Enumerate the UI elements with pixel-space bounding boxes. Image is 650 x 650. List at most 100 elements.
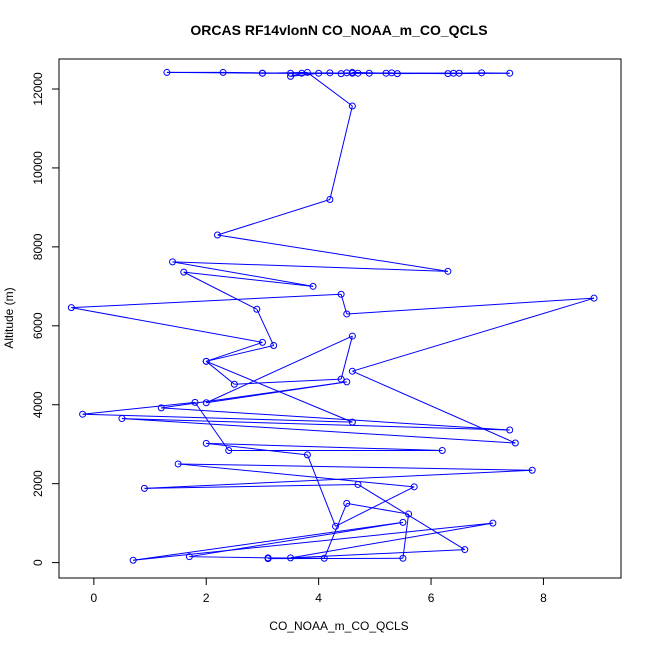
series-line-segment (217, 234, 448, 272)
data-point (590, 294, 598, 302)
series-line-segment (234, 378, 342, 385)
data-point (511, 439, 519, 447)
series-line-segment (189, 521, 404, 558)
series-line-segment (206, 345, 274, 362)
data-point (258, 69, 266, 77)
data-point (444, 70, 452, 78)
series-line-segment (161, 381, 347, 409)
data-point (191, 398, 199, 406)
series-line-segment (183, 271, 314, 287)
series-line-segment (306, 454, 336, 527)
series-line-segment (71, 307, 263, 343)
data-point (157, 404, 165, 412)
series-line-segment (352, 297, 595, 372)
data-point (67, 304, 75, 312)
data-point (163, 68, 171, 76)
series-line-segment (205, 360, 235, 385)
y-tick-label: 12000 (31, 72, 45, 106)
series-line-segment (206, 335, 353, 404)
y-axis-label: Altitude (m) (2, 287, 16, 348)
series-line-segment (290, 522, 493, 559)
data-point (444, 267, 452, 275)
data-point (326, 196, 334, 204)
series-line-segment (206, 442, 308, 456)
x-axis-label: CO_NOAA_m_CO_QCLS (269, 619, 408, 633)
y-tick-label: 4000 (31, 391, 45, 418)
data-point (185, 553, 193, 561)
series-line-segment (194, 402, 230, 451)
x-tick-label: 0 (91, 591, 98, 605)
series-line-segment (82, 401, 196, 415)
series-line-segment (144, 483, 358, 489)
series-line-segment (206, 360, 353, 423)
data-point (174, 460, 182, 468)
data-point (478, 69, 486, 77)
y-tick-label: 10000 (31, 151, 45, 185)
data-point (258, 338, 266, 346)
series-line-segment (352, 370, 516, 444)
data-point (287, 69, 295, 77)
data-point (348, 69, 356, 77)
data-point (399, 554, 407, 562)
data-point (303, 68, 311, 76)
series-line-segment (206, 341, 263, 362)
x-tick-label: 2 (203, 591, 210, 605)
data-point (354, 480, 362, 488)
data-point (337, 375, 345, 383)
data-point (337, 290, 345, 298)
series-line-segment (307, 72, 353, 107)
data-point (461, 546, 469, 554)
data-point (253, 305, 261, 313)
series-line-segment (144, 469, 533, 489)
series-line-segment (357, 484, 466, 551)
data-point (287, 72, 295, 80)
y-axis: 0 2000 4000 6000 8000 10000 12000 (31, 72, 59, 566)
series-line-segment (133, 521, 404, 561)
series-line-segment (256, 309, 275, 346)
data-point (287, 554, 295, 562)
data-point (129, 556, 137, 564)
data-point (343, 378, 351, 386)
series-line-segment (323, 503, 348, 559)
data-point (326, 69, 334, 77)
data-point (315, 69, 323, 77)
y-tick-label: 0 (31, 559, 45, 566)
series-line-segment (121, 418, 516, 444)
data-point (382, 69, 390, 77)
data-point (180, 268, 188, 276)
data-point (225, 447, 233, 455)
data-point (348, 367, 356, 375)
series-line-segment (71, 293, 342, 309)
data-point (270, 342, 278, 350)
data-point (303, 451, 311, 459)
series-line-segment (206, 442, 443, 452)
data-point (410, 483, 418, 491)
y-tick-label: 8000 (31, 233, 45, 260)
data-series (67, 68, 598, 564)
data-point (140, 484, 148, 492)
y-tick-label: 6000 (31, 312, 45, 339)
data-point (438, 447, 446, 455)
x-tick-label: 4 (315, 591, 322, 605)
series-line-segment (161, 407, 510, 431)
data-point (405, 510, 413, 518)
data-point (506, 69, 514, 77)
data-point (348, 418, 356, 426)
data-point (455, 69, 463, 77)
series-line-segment (335, 486, 415, 527)
x-axis: 0 2 4 6 8 (91, 578, 547, 605)
series-line-segment (189, 556, 269, 559)
series-line-segment (217, 199, 331, 236)
series-line-segment (121, 418, 510, 431)
y-tick-label: 2000 (31, 470, 45, 497)
data-point (320, 554, 328, 562)
data-point (528, 466, 536, 474)
series-line-segment (178, 463, 533, 471)
data-point (489, 519, 497, 527)
series-line-segment (290, 549, 465, 559)
data-point (202, 439, 210, 447)
series-line-segment (183, 271, 258, 310)
series-line-segment (172, 261, 314, 287)
x-tick-label: 6 (428, 591, 435, 605)
series-line-segment (340, 335, 353, 380)
